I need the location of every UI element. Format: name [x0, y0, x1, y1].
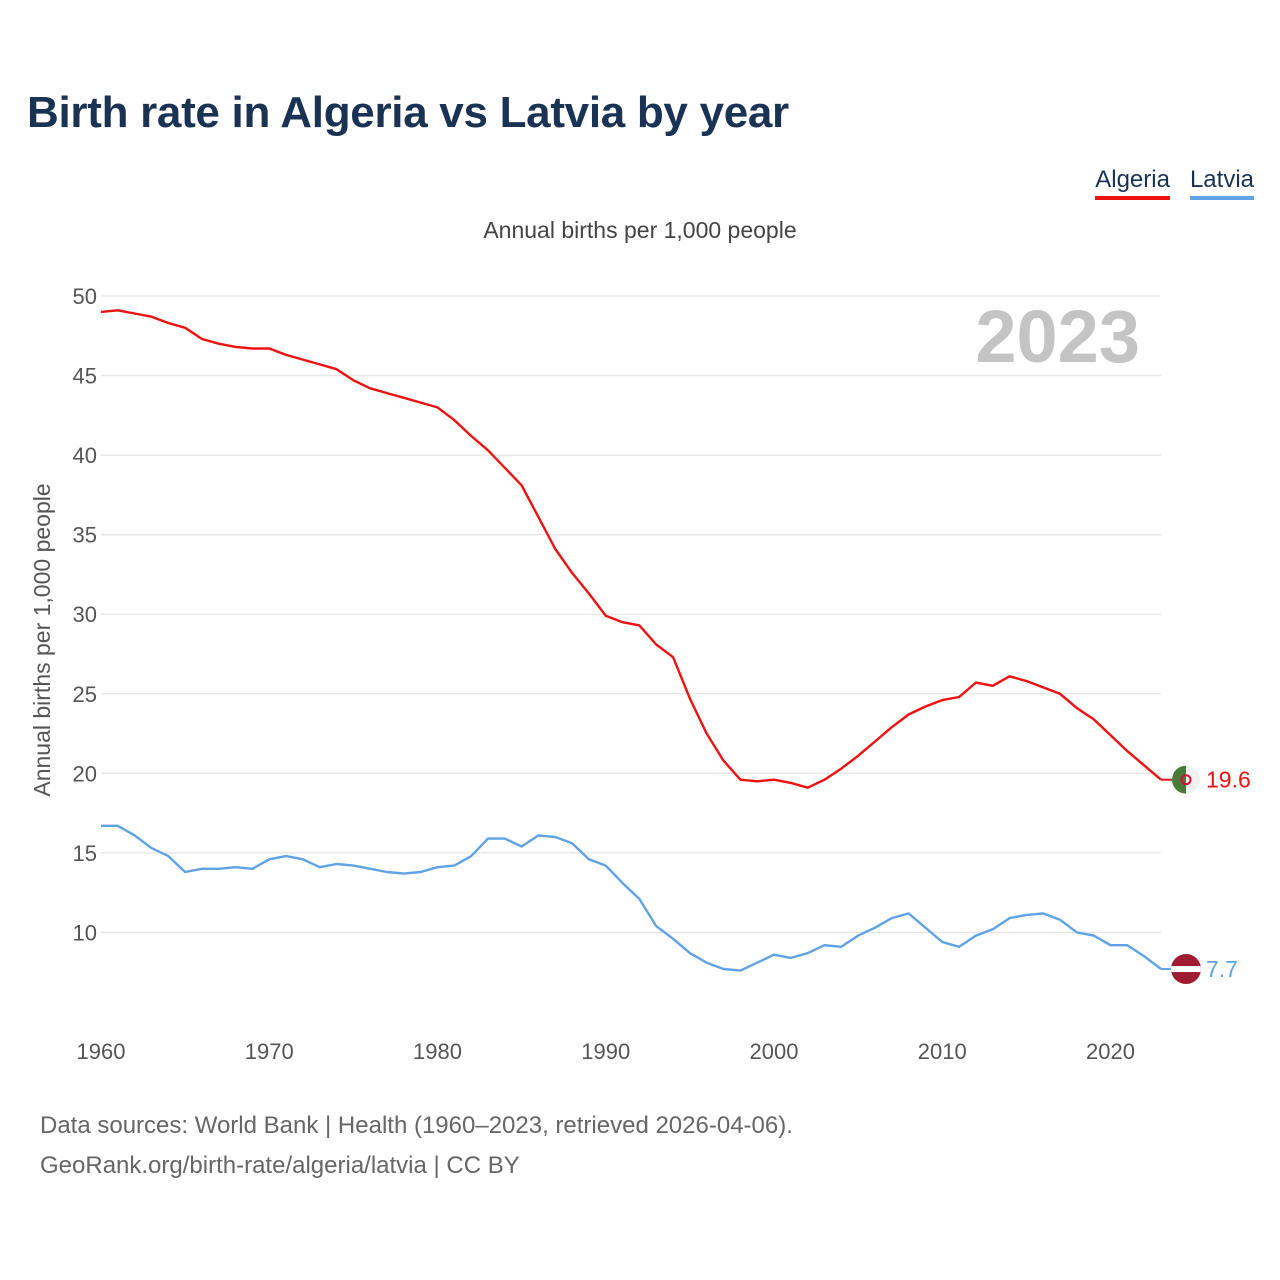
x-tick-label-1980: 1980 [413, 1039, 462, 1064]
y-tick-label-15: 15 [73, 841, 97, 866]
y-tick-label-35: 35 [73, 523, 97, 548]
flag-algeria-icon [1172, 765, 1200, 794]
grid-layer [101, 295, 1161, 934]
x-tick-label-1970: 1970 [245, 1039, 294, 1064]
chart-title: Birth rate in Algeria vs Latvia by year [27, 88, 789, 137]
y-tick-label-40: 40 [73, 443, 97, 468]
x-tick-label-1960: 1960 [77, 1039, 126, 1064]
legend-item-latvia[interactable]: Latvia [1189, 166, 1254, 200]
y-tick-label-30: 30 [73, 602, 97, 627]
y-tick-label-45: 45 [73, 364, 97, 389]
footer-link[interactable]: GeoRank.org/birth-rate/algeria/latvia | … [40, 1152, 520, 1179]
x-tick-label-2020: 2020 [1086, 1039, 1135, 1064]
end-label-algeria: 19.6 [1206, 767, 1251, 793]
footer-sources: Data sources: World Bank | Health (1960–… [40, 1112, 793, 1139]
footer: Data sources: World Bank | Health (1960–… [40, 1106, 793, 1186]
flag-latvia-icon [1171, 954, 1201, 985]
marker-layer: 19.6 7.7 [1161, 765, 1251, 985]
y-tick-label-50: 50 [73, 284, 97, 309]
series-line-algeria [100, 309, 1162, 789]
y-tick-label-10: 10 [73, 920, 97, 945]
y-tick-label-25: 25 [73, 682, 97, 707]
y-axis-title: Annual births per 1,000 people [29, 483, 55, 796]
end-label-latvia: 7.7 [1206, 956, 1238, 982]
legend: Algeria Latvia [1095, 166, 1254, 200]
x-tick-label-1990: 1990 [581, 1039, 630, 1064]
y-tick-label-20: 20 [73, 761, 97, 786]
x-tick-label-2010: 2010 [918, 1039, 967, 1064]
legend-item-algeria[interactable]: Algeria [1095, 166, 1170, 200]
series-layer [100, 309, 1162, 972]
year-watermark: 2023 [975, 295, 1140, 378]
x-tick-label-2000: 2000 [750, 1039, 799, 1064]
series-line-latvia [101, 824, 1162, 972]
axis-layer: 10 15 20 25 30 35 40 45 50 1960 1970 1980 1990 2000 20… [29, 284, 1135, 1064]
chart-subtitle: Annual births per 1,000 people [483, 217, 797, 243]
